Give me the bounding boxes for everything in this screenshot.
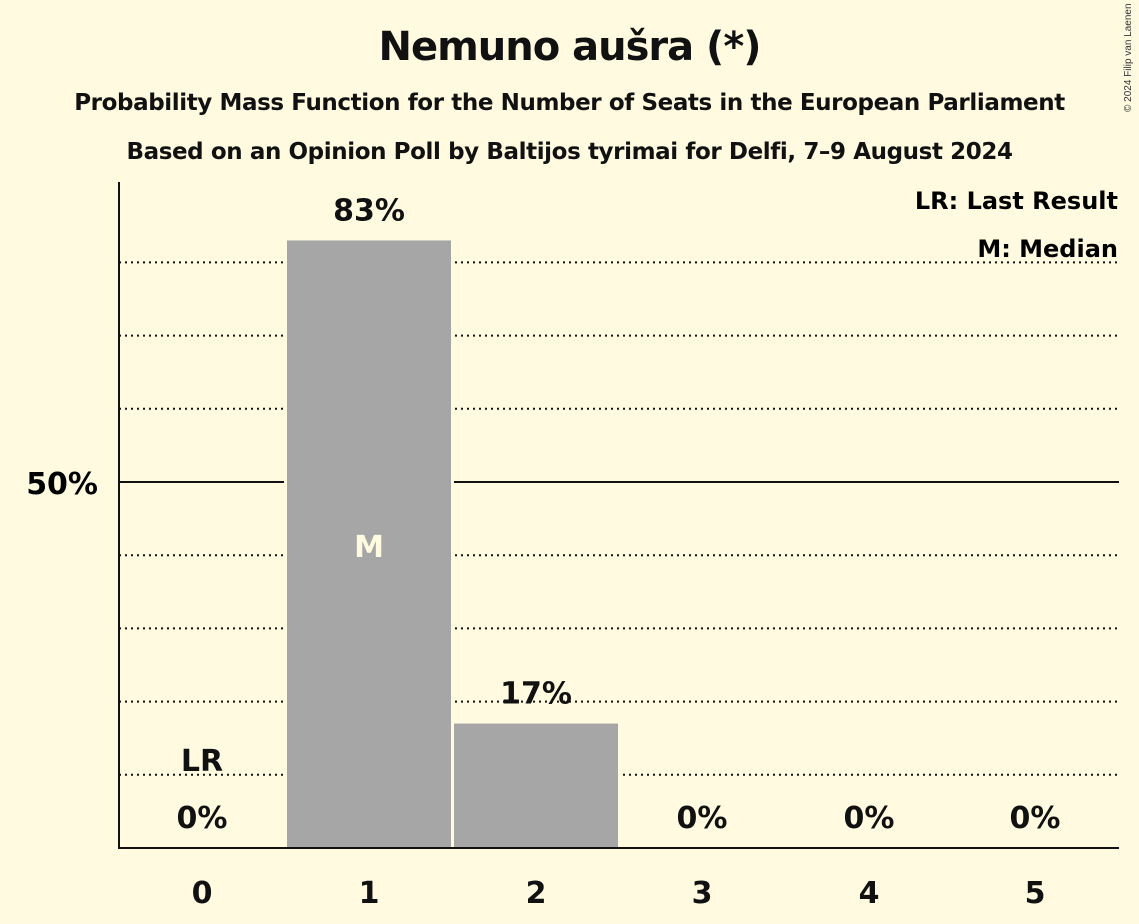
median-marker: M [354,530,384,565]
value-labels: 0% 0 LR 83% 1 M 17% 2 0% 3 0% 4 0% 5 [177,193,1061,911]
y-tick-label: 50% [26,467,98,502]
gridlines [119,261,1119,776]
x-tick-label: 1 [359,876,380,911]
legend-last-result: LR: Last Result [915,187,1118,215]
bars [284,239,621,848]
value-label: 0% [677,801,728,836]
chart-source: Based on an Opinion Poll by Baltijos tyr… [126,139,1013,165]
legend-median: M: Median [977,235,1118,263]
x-tick-label: 5 [1025,876,1046,911]
x-tick-label: 3 [692,876,713,911]
value-label: 0% [1010,801,1061,836]
x-tick-label: 4 [859,876,880,911]
chart-title: Nemuno aušra (*) [378,24,761,70]
value-label: 0% [177,801,228,836]
bar-seats-2 [454,723,618,848]
last-result-marker: LR [181,744,223,779]
value-label: 17% [500,677,572,712]
value-label: 0% [844,801,895,836]
bar-seats-1 [287,240,451,848]
chart-subtitle: Probability Mass Function for the Number… [74,90,1065,116]
x-tick-label: 2 [526,876,547,911]
value-label: 83% [333,193,405,228]
x-tick-label: 0 [192,876,213,911]
